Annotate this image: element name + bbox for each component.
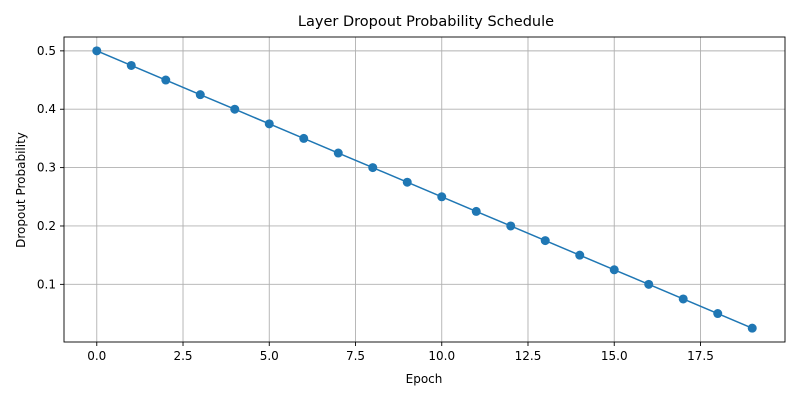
grid-layer [64,37,785,342]
data-point [713,309,723,319]
x-tick-label: 0.0 [87,349,106,363]
y-tick-label: 0.5 [37,44,56,58]
data-point [609,265,619,275]
data-point [678,294,688,304]
data-point [402,177,412,187]
data-point [195,90,205,100]
chart-title: Layer Dropout Probability Schedule [298,14,554,30]
data-point [92,46,102,56]
data-point [264,119,274,129]
x-tick-label: 17.5 [687,349,714,363]
x-axis-label: Epoch [406,372,443,386]
data-point [540,236,550,246]
x-tick-label: 2.5 [173,349,192,363]
data-point [506,221,516,231]
data-point [575,250,585,260]
y-tick-label: 0.1 [37,277,56,291]
data-point [368,163,378,173]
data-point [437,192,447,202]
plot-frame [63,36,786,343]
series-line [96,50,753,329]
y-axis-label: Dropout Probability [14,132,28,248]
tick-layer: 0.0 2.5 5.0 7.5 10.0 12.5 15.0 17.5 0.1 0.2 0.3 0.4… [37,44,714,363]
data-point [333,148,343,158]
x-tick-label: 15.0 [601,349,628,363]
x-tick-label: 12.5 [515,349,542,363]
plot-layer [92,46,757,333]
y-tick-label: 0.2 [37,219,56,233]
data-point [299,133,309,143]
data-point [644,279,654,289]
data-point [747,323,757,333]
y-tick-label: 0.3 [37,161,56,175]
y-tick-label: 0.4 [37,102,56,116]
x-tick-label: 7.5 [346,349,365,363]
data-point [161,75,171,85]
data-point [126,60,136,70]
x-tick-label: 5.0 [260,349,279,363]
x-tick-label: 10.0 [428,349,455,363]
data-point [230,104,240,114]
data-point [471,206,481,216]
